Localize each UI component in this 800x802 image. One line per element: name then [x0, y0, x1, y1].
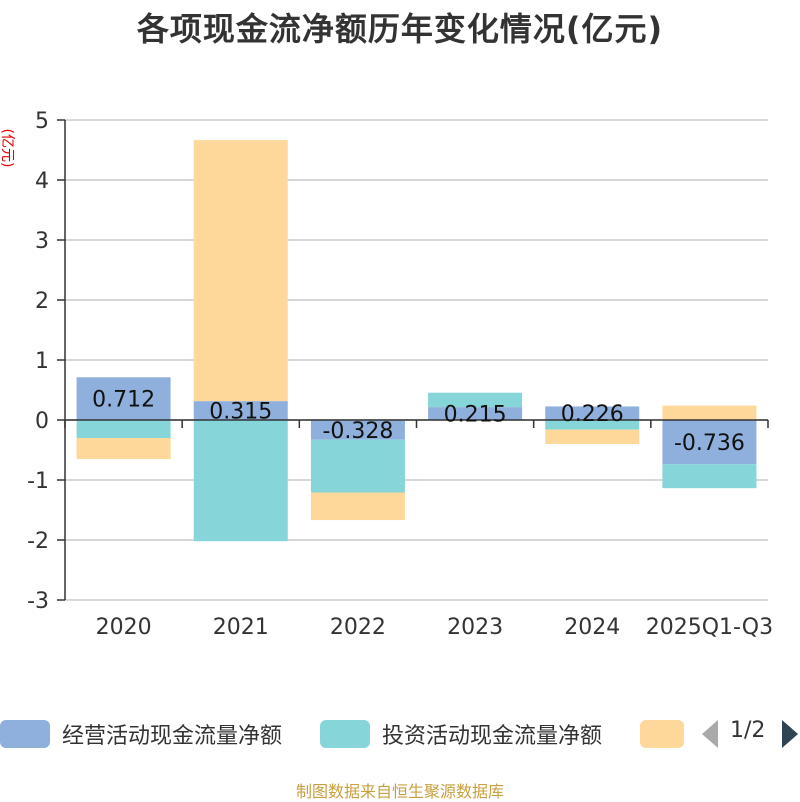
x-tick-label-2024: 2024 — [564, 615, 620, 640]
legend-prev-page-icon[interactable] — [702, 720, 718, 748]
legend-page-indicator: 1/2 — [730, 718, 766, 743]
bar-segment-2020-s1[interactable] — [76, 420, 171, 438]
bar-segment-2022-s1[interactable] — [310, 439, 405, 493]
chart-plot: -3 -2 -1 0 1 2 3 4 5 2020 2021 2022 2023 2024 2025Q1-Q… — [27, 109, 773, 640]
y-tick-label: 2 — [35, 289, 49, 314]
bar-segment-2021-s0[interactable] — [193, 401, 288, 420]
data-label-2022: -0.328 — [322, 419, 393, 444]
bar-segment-2025Q1-Q3-s1[interactable] — [662, 464, 757, 489]
bar-segment-2024-s2[interactable] — [545, 429, 640, 444]
data-label-2024: 0.226 — [561, 402, 624, 427]
bar-segment-2020-s0[interactable] — [76, 377, 171, 420]
x-tick-label-2021: 2021 — [213, 615, 269, 640]
bar-segment-2024-s0[interactable] — [545, 406, 640, 420]
y-tick-label: -2 — [27, 529, 49, 554]
x-tick-label-2025Q1-Q3: 2025Q1-Q3 — [646, 615, 773, 640]
y-tick-label: 3 — [35, 229, 49, 254]
bar-segment-2023-s0[interactable] — [428, 407, 523, 420]
legend-label-investing: 投资活动现金流量净额 — [382, 724, 603, 749]
bar-segment-2020-s2[interactable] — [76, 438, 171, 459]
legend-swatch-investing — [320, 720, 370, 748]
y-tick-label: -3 — [27, 589, 49, 614]
y-tick-label: 0 — [35, 409, 49, 434]
data-label-2023: 0.215 — [444, 403, 507, 428]
bar-segment-2021-s2[interactable] — [193, 140, 288, 402]
y-tick-label: 4 — [35, 169, 49, 194]
legend-label-operating: 经营活动现金流量净额 — [62, 724, 283, 749]
x-tick-label-2022: 2022 — [330, 615, 386, 640]
legend-swatch-operating — [0, 720, 50, 748]
bar-segment-2025Q1-Q3-s0[interactable] — [662, 420, 757, 465]
x-tick-label-2020: 2020 — [96, 615, 152, 640]
legend-item-financing[interactable] — [640, 716, 684, 752]
legend-item-investing[interactable]: 投资活动现金流量净额 — [320, 716, 602, 752]
bar-segment-2023-s1[interactable] — [428, 392, 523, 408]
y-tick-label: 1 — [35, 349, 49, 374]
bar-segment-2025Q1-Q3-s2[interactable] — [662, 405, 757, 420]
x-tick-label-2023: 2023 — [447, 615, 503, 640]
y-tick-label: -1 — [27, 469, 49, 494]
legend: 经营活动现金流量净额 投资活动现金流量净额 1/2 — [0, 716, 800, 752]
legend-next-page-icon[interactable] — [782, 720, 798, 748]
bar-segment-2024-s1[interactable] — [545, 420, 640, 430]
bar-segment-2022-s0[interactable] — [310, 420, 405, 440]
source-note: 制图数据来自恒生聚源数据库 — [295, 782, 504, 801]
data-label-2020: 0.712 — [92, 388, 155, 413]
data-label-2025Q1-Q3: -0.736 — [674, 431, 745, 456]
y-tick-label: 5 — [35, 109, 49, 134]
data-label-2021: 0.315 — [209, 400, 272, 425]
bar-segment-2022-s2[interactable] — [310, 492, 405, 521]
bar-segment-2021-s1[interactable] — [193, 420, 288, 542]
chart-title: 各项现金流净额历年变化情况(亿元) — [136, 10, 664, 48]
legend-item-operating[interactable]: 经营活动现金流量净额 — [0, 716, 282, 752]
legend-swatch-financing — [640, 720, 684, 748]
